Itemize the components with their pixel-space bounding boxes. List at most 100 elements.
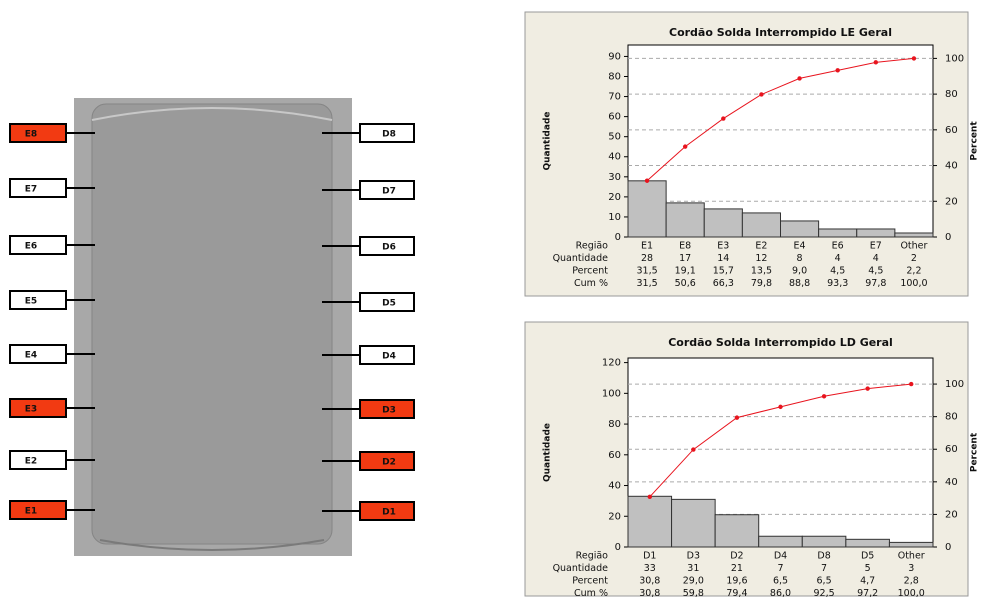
- x-tick-label: D3: [687, 551, 700, 562]
- region-label: E4: [25, 351, 37, 361]
- cum-label: 79,4: [726, 588, 747, 599]
- x-tick-label: E4: [794, 241, 806, 252]
- cum-label: 88,8: [789, 278, 810, 289]
- region-label: E1: [25, 507, 37, 517]
- chart-title: Cordão Solda Interrompido LE Geral: [669, 26, 892, 39]
- percent-label: 4,5: [868, 266, 883, 277]
- percent-label: 6,5: [773, 576, 788, 587]
- y-tick-label: 80: [608, 71, 621, 82]
- row-label: Percent: [572, 576, 608, 587]
- percent-label: 2,8: [904, 576, 919, 587]
- cum-point: [822, 394, 826, 398]
- y2-tick-label: 0: [945, 542, 951, 553]
- y-axis-label: Quantidade: [543, 112, 553, 171]
- count-label: 5: [865, 563, 871, 574]
- region-box: [10, 236, 66, 254]
- chart-title: Cordão Solda Interrompido LD Geral: [668, 336, 893, 349]
- cum-label: 59,8: [683, 588, 704, 599]
- bar: [628, 496, 672, 547]
- cum-point: [683, 144, 687, 148]
- bar: [759, 536, 803, 547]
- bar: [704, 209, 742, 237]
- y2-tick-label: 80: [945, 89, 958, 100]
- x-tick-label: D4: [774, 551, 787, 562]
- region-label: E7: [25, 185, 37, 195]
- row-label: Quantidade: [553, 563, 609, 574]
- region-box: [10, 501, 66, 519]
- y-tick-label: 90: [608, 51, 621, 62]
- y2-tick-label: 80: [945, 412, 958, 423]
- roof-panel: [92, 104, 332, 544]
- count-label: 14: [717, 253, 729, 264]
- count-label: 12: [755, 253, 767, 264]
- y-tick-label: 40: [608, 152, 621, 163]
- bar: [672, 499, 716, 547]
- region-box: [10, 451, 66, 469]
- cum-point: [778, 405, 782, 409]
- percent-label: 6,5: [817, 576, 832, 587]
- cum-label: 50,6: [675, 278, 696, 289]
- percent-label: 13,5: [751, 266, 772, 277]
- bar: [895, 233, 933, 237]
- y2-tick-label: 40: [945, 477, 958, 488]
- count-label: 3: [908, 563, 914, 574]
- cum-label: 79,8: [751, 278, 772, 289]
- y-tick-label: 0: [615, 542, 621, 553]
- y-tick-label: 70: [608, 92, 621, 103]
- cum-label: 86,0: [770, 588, 791, 599]
- bar: [666, 203, 704, 237]
- cum-point: [735, 415, 739, 419]
- bar: [802, 536, 846, 547]
- percent-label: 31,5: [636, 266, 657, 277]
- count-label: 7: [777, 563, 783, 574]
- cum-label: 97,2: [857, 588, 878, 599]
- y2-tick-label: 100: [945, 53, 964, 64]
- row-label: Percent: [572, 266, 608, 277]
- y-tick-label: 50: [608, 132, 621, 143]
- cum-point: [835, 68, 839, 72]
- cum-label: 30,8: [639, 588, 660, 599]
- y2-tick-label: 20: [945, 509, 958, 520]
- region-label: D6: [382, 243, 396, 253]
- cum-label: 100,0: [898, 588, 925, 599]
- region-label: E2: [25, 457, 37, 467]
- count-label: 28: [641, 253, 653, 264]
- bar: [628, 181, 666, 237]
- cum-point: [759, 92, 763, 96]
- region-label: E8: [25, 130, 37, 140]
- region-box: [10, 345, 66, 363]
- x-tick-label: Other: [898, 551, 925, 562]
- bar: [889, 542, 933, 547]
- count-label: 17: [679, 253, 691, 264]
- bar: [819, 229, 857, 237]
- percent-label: 4,5: [830, 266, 845, 277]
- y2-tick-label: 100: [945, 379, 964, 390]
- x-tick-label: E6: [832, 241, 844, 252]
- cum-point: [874, 60, 878, 64]
- region-label: D8: [382, 130, 396, 140]
- cum-point: [797, 76, 801, 80]
- region-label: E5: [25, 297, 37, 307]
- bar: [857, 229, 895, 237]
- region-label: D1: [382, 508, 396, 518]
- percent-label: 15,7: [713, 266, 734, 277]
- cum-label: 97,8: [865, 278, 886, 289]
- count-label: 2: [911, 253, 917, 264]
- count-label: 4: [873, 253, 879, 264]
- region-label: D3: [382, 406, 396, 416]
- y2-tick-label: 60: [945, 125, 958, 136]
- x-tick-label: D1: [643, 551, 656, 562]
- region-label: D7: [382, 187, 396, 197]
- y-tick-label: 20: [608, 192, 621, 203]
- percent-label: 2,2: [906, 266, 921, 277]
- y-tick-label: 0: [615, 232, 621, 243]
- x-tick-label: Other: [900, 241, 927, 252]
- x-tick-label: E1: [641, 241, 653, 252]
- cum-label: 100,0: [900, 278, 927, 289]
- y2-axis-label: Percent: [970, 432, 980, 472]
- region-label: E3: [25, 405, 37, 415]
- cum-point: [648, 495, 652, 499]
- row-label: Cum %: [574, 588, 608, 599]
- cum-point: [865, 386, 869, 390]
- bar: [742, 213, 780, 237]
